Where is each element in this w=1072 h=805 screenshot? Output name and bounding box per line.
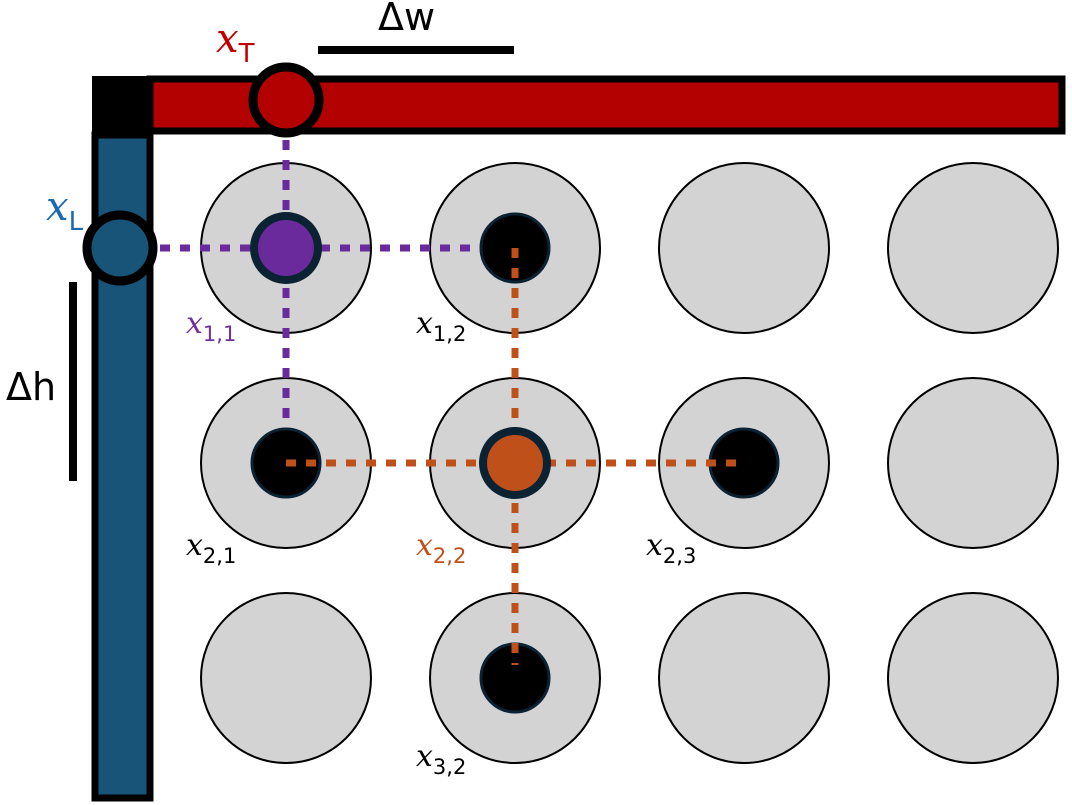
label-x-T-base: x bbox=[216, 16, 239, 62]
label-x-2-2-base: x bbox=[416, 528, 433, 563]
label-x-3-2: x3,2 bbox=[416, 739, 466, 779]
cell-2-4 bbox=[887, 377, 1059, 549]
label-x-T: xT bbox=[216, 16, 255, 69]
label-x-2-3-sub: 2,3 bbox=[663, 544, 696, 568]
label-x-2-1-base: x bbox=[186, 528, 203, 563]
label-x-2-1: x2,1 bbox=[186, 528, 236, 568]
cell-3-3 bbox=[658, 592, 830, 764]
label-x-1-2-base: x bbox=[416, 306, 433, 341]
label-x-1-1-base: x bbox=[186, 306, 203, 341]
label-x-2-1-sub: 2,1 bbox=[203, 544, 236, 568]
label-x-2-3: x2,3 bbox=[646, 528, 696, 568]
label-x-2-2: x2,2 bbox=[416, 528, 466, 568]
cell-1-4 bbox=[887, 162, 1059, 334]
label-x-1-1: x1,1 bbox=[186, 306, 236, 346]
label-x-2-3-base: x bbox=[646, 528, 663, 563]
inner-node-2-3 bbox=[708, 427, 780, 499]
label-x-1-2-sub: 1,2 bbox=[433, 322, 466, 346]
label-x-1-2: x1,2 bbox=[416, 306, 466, 346]
cell-3-4 bbox=[887, 592, 1059, 764]
cell-1-3 bbox=[658, 162, 830, 334]
node-x-L bbox=[82, 210, 158, 286]
label-x-L-sub: L bbox=[69, 207, 84, 237]
label-x-2-2-sub: 2,2 bbox=[433, 544, 466, 568]
label-delta-h: Δh bbox=[6, 365, 56, 409]
frame-corner bbox=[92, 76, 154, 132]
label-x-L: xL bbox=[46, 184, 84, 237]
label-x-3-2-base: x bbox=[416, 739, 433, 774]
label-delta-w: Δw bbox=[378, 0, 435, 39]
label-x-T-sub: T bbox=[238, 39, 255, 69]
inner-nodes bbox=[250, 212, 780, 714]
cell-3-1 bbox=[200, 592, 372, 764]
node-x-T bbox=[248, 62, 324, 138]
node-1-1-fill bbox=[258, 220, 314, 276]
inner-node-3-2 bbox=[479, 642, 551, 714]
label-x-3-2-sub: 3,2 bbox=[433, 755, 466, 779]
label-x-L-base: x bbox=[46, 184, 69, 230]
node-2-2-fill bbox=[487, 435, 543, 491]
label-x-1-1-sub: 1,1 bbox=[203, 322, 236, 346]
